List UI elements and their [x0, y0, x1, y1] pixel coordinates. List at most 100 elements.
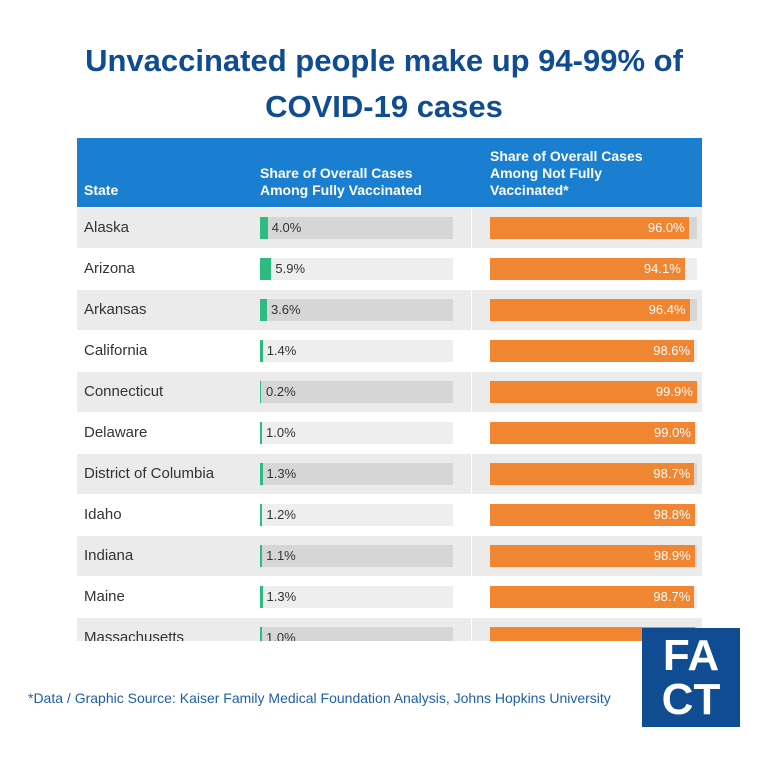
- value-label: 1.2%: [266, 507, 296, 522]
- bar-track: 96.0%: [490, 217, 697, 239]
- state-name: Idaho: [84, 506, 122, 523]
- vaccinated-bar: [260, 463, 263, 485]
- vaccinated-bar: [260, 627, 262, 641]
- table-header: State Share of Overall Cases Among Fully…: [77, 138, 702, 207]
- value-label: 1.1%: [266, 548, 296, 563]
- cell-divider: [471, 577, 472, 617]
- title: Unvaccinated people make up 94-99% of CO…: [85, 43, 683, 124]
- table-row: Arizona 5.9% 94.1%: [77, 249, 702, 289]
- table-body: Alaska 4.0% 96.0% Arizona 5.9% 94.1% Arkansas 3…: [77, 208, 702, 641]
- logo-text: CT: [661, 675, 721, 724]
- header-cell: Share of Overall Cases Among Fully Vacci…: [260, 165, 422, 198]
- cell-divider: [471, 208, 472, 248]
- table-row: Maine 1.3% 98.7%: [77, 577, 702, 617]
- value-label: 96.4%: [648, 302, 686, 317]
- bar-track: 98.6%: [490, 340, 697, 362]
- bar-track: 98.7%: [490, 463, 697, 485]
- table-row: Indiana 1.1% 98.9%: [77, 536, 702, 576]
- state-name: Alaska: [84, 219, 130, 236]
- vaccinated-bar: [260, 299, 267, 321]
- bar-track: 1.0%: [260, 627, 453, 641]
- state-name: Massachusetts: [84, 629, 185, 641]
- state-name: District of Columbia: [84, 465, 215, 482]
- value-label: 94.1%: [643, 261, 681, 276]
- bar-track: 98.9%: [490, 545, 697, 567]
- bar-track: 1.1%: [260, 545, 453, 567]
- vaccinated-bar: [260, 422, 262, 444]
- table-row: California 1.4% 98.6%: [77, 331, 702, 371]
- value-label: 96.0%: [647, 220, 685, 235]
- bar-track: 3.6%: [260, 299, 453, 321]
- vaccinated-bar: [260, 545, 263, 567]
- cell-divider: [471, 536, 472, 576]
- vaccinated-bar: [260, 586, 263, 608]
- unvaccinated-bar: [490, 545, 695, 567]
- bar-track: 1.3%: [260, 463, 453, 485]
- bar-track: 94.1%: [490, 258, 697, 280]
- vaccinated-bar: [260, 340, 263, 362]
- cell-divider: [471, 413, 472, 453]
- logo-text: FA: [662, 631, 720, 680]
- unvaccinated-bar: [490, 381, 697, 403]
- value-label: 1.0%: [266, 425, 296, 440]
- state-name: Arizona: [84, 260, 135, 277]
- bar-track: 0.2%: [260, 381, 453, 403]
- value-label: 1.4%: [266, 343, 297, 358]
- cell-divider: [471, 618, 472, 641]
- cell-divider: [471, 249, 472, 289]
- table-row: Idaho 1.2% 98.8%: [77, 495, 702, 535]
- value-label: 0.2%: [266, 384, 296, 399]
- value-label: 98.9%: [653, 548, 691, 563]
- logo: FA CT: [642, 628, 740, 727]
- table-row: Massachusetts 1.0%: [77, 618, 702, 641]
- unvaccinated-bar: [490, 504, 695, 526]
- unvaccinated-bar: [490, 217, 689, 239]
- unvaccinated-bar: [490, 463, 695, 485]
- value-label: 99.0%: [654, 425, 691, 440]
- state-name: California: [84, 342, 148, 359]
- value-label: 1.3%: [266, 466, 297, 481]
- unvaccinated-bar: [490, 258, 685, 280]
- table-row: Arkansas 3.6% 96.4%: [77, 290, 702, 330]
- vaccinated-bar: [260, 258, 272, 280]
- cell-divider: [471, 372, 472, 412]
- header-cell: State: [84, 182, 119, 198]
- bar-track: 98.7%: [490, 586, 697, 608]
- bar-track: 99.0%: [490, 422, 697, 444]
- bar-track: 4.0%: [260, 217, 453, 239]
- value-label: 98.7%: [653, 466, 691, 481]
- state-name: Indiana: [84, 547, 134, 564]
- value-label: 5.9%: [275, 261, 306, 276]
- state-name: Arkansas: [84, 301, 147, 318]
- unvaccinated-bar: [490, 299, 690, 321]
- state-name: Maine: [84, 588, 125, 605]
- bar-track: 1.2%: [260, 504, 453, 526]
- bar-track: 96.4%: [490, 299, 697, 321]
- value-label: 98.7%: [653, 589, 691, 604]
- bar-track: 1.3%: [260, 586, 453, 608]
- table-row: Alaska 4.0% 96.0%: [77, 208, 702, 248]
- value-label: 98.6%: [653, 343, 691, 358]
- vaccinated-bar: [260, 217, 268, 239]
- table-row: Delaware 1.0% 99.0%: [77, 413, 702, 453]
- cell-divider: [471, 290, 472, 330]
- bar-track: 1.4%: [260, 340, 453, 362]
- value-label: 4.0%: [271, 220, 302, 235]
- state-name: Delaware: [84, 424, 148, 441]
- header-cell: Share of Overall Cases Among Not Fully V…: [490, 148, 643, 198]
- footnote: *Data / Graphic Source: Kaiser Family Me…: [28, 690, 611, 706]
- table-row: District of Columbia 1.3% 98.7%: [77, 454, 702, 494]
- value-label: 3.6%: [270, 302, 301, 317]
- value-label: 98.8%: [653, 507, 691, 522]
- bar-track: 98.8%: [490, 504, 697, 526]
- value-label: 99.9%: [655, 384, 693, 399]
- cell-divider: [471, 331, 472, 371]
- bar-track: 5.9%: [260, 258, 453, 280]
- bar-track: 99.9%: [490, 381, 697, 403]
- table-row: Connecticut 0.2% 99.9%: [77, 372, 702, 412]
- value-label: 1.3%: [266, 589, 297, 604]
- cell-divider: [471, 495, 472, 535]
- state-name: Connecticut: [84, 383, 164, 400]
- cell-divider: [471, 454, 472, 494]
